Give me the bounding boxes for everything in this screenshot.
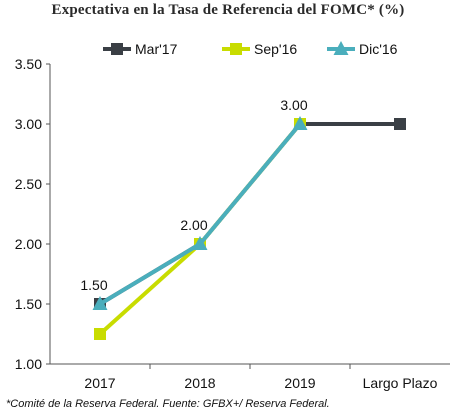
y-axis-ticks: 1.00 1.50 2.00 2.50 3.00 3.50 bbox=[15, 56, 50, 372]
data-label: 1.50 bbox=[80, 277, 107, 293]
legend-item: Sep'16 bbox=[222, 41, 297, 57]
y-tick-label: 1.50 bbox=[15, 296, 42, 312]
data-point bbox=[94, 328, 106, 340]
legend-label: Sep'16 bbox=[254, 41, 297, 57]
series-2 bbox=[92, 116, 308, 310]
x-tick-label: Largo Plazo bbox=[363, 375, 438, 391]
y-tick-label: 2.50 bbox=[15, 176, 42, 192]
x-tick-label: 2019 bbox=[284, 375, 315, 391]
legend-marker bbox=[111, 43, 123, 55]
data-labels: 1.50 2.00 3.00 bbox=[80, 97, 307, 293]
y-tick-label: 2.00 bbox=[15, 236, 42, 252]
chart-title: Expectativa en la Tasa de Referencia del… bbox=[51, 2, 405, 18]
y-tick-label: 1.00 bbox=[15, 356, 42, 372]
footnote: *Comité de la Reserva Federal. Fuente: G… bbox=[6, 398, 330, 410]
legend-item: Dic'16 bbox=[327, 41, 398, 57]
data-point bbox=[394, 118, 406, 130]
y-tick-label: 3.50 bbox=[15, 56, 42, 72]
legend: Mar'17 Sep'16 Dic'16 bbox=[103, 41, 398, 57]
data-label: 2.00 bbox=[180, 217, 207, 233]
data-point bbox=[192, 236, 208, 250]
legend-marker bbox=[333, 41, 349, 55]
legend-marker bbox=[230, 43, 242, 55]
legend-label: Dic'16 bbox=[359, 41, 398, 57]
legend-label: Mar'17 bbox=[135, 41, 178, 57]
legend-item: Mar'17 bbox=[103, 41, 178, 57]
chart-axes bbox=[49, 64, 450, 365]
x-axis-ticks: 2017 2018 2019 Largo Plazo bbox=[84, 364, 438, 391]
data-label: 3.00 bbox=[280, 97, 307, 113]
x-tick-label: 2017 bbox=[84, 375, 115, 391]
y-tick-label: 3.00 bbox=[15, 116, 42, 132]
data-point bbox=[92, 296, 108, 310]
data-point bbox=[292, 116, 308, 130]
series-lines bbox=[92, 116, 406, 340]
x-tick-label: 2018 bbox=[184, 375, 215, 391]
series-line bbox=[98, 122, 302, 306]
